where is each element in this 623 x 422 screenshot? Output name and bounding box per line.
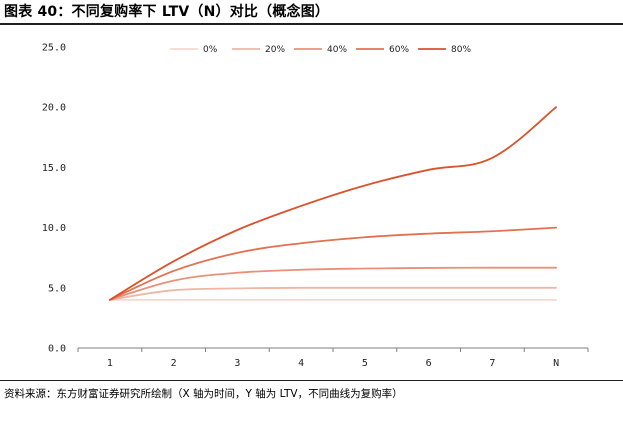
y-tick-label: 0.0 — [48, 344, 66, 355]
legend-label: 20% — [265, 45, 285, 55]
x-tick-label: 6 — [426, 358, 432, 369]
x-tick-label: 4 — [298, 358, 304, 369]
title-rule — [0, 23, 623, 25]
series-line-3 — [108, 226, 558, 301]
x-tick-label: 3 — [234, 358, 240, 369]
series-line-1 — [108, 286, 558, 301]
x-tick-label: 1 — [107, 358, 113, 369]
y-tick-label: 25.0 — [42, 43, 66, 54]
chart-series — [108, 106, 558, 301]
series-line-2 — [108, 266, 558, 301]
legend-label: 40% — [327, 45, 347, 55]
x-tick-label: 5 — [362, 358, 368, 369]
ltv-line-chart: 0.0 5.0 10.0 15.0 20.0 25.0 1 2 3 4 5 6 7 N 0% 20% 40% 6… — [42, 43, 589, 369]
legend-label: 0% — [203, 45, 218, 55]
x-tick-label: 2 — [171, 358, 177, 369]
y-tick-label: 20.0 — [42, 103, 66, 114]
x-tick-label: N — [553, 358, 559, 369]
legend-label: 80% — [451, 45, 471, 55]
figure-source: 资料来源：东方财富证券研究所绘制（X 轴为时间，Y 轴为 LTV，不同曲线为复购… — [4, 388, 403, 400]
source-rule — [0, 380, 623, 381]
chart-axes: 0.0 5.0 10.0 15.0 20.0 25.0 1 2 3 4 5 6 7 N — [42, 43, 589, 369]
legend-label: 60% — [389, 45, 409, 55]
figure-title: 图表 40：不同复购率下 LTV（N）对比（概念图） — [4, 4, 330, 20]
x-tick-label: 7 — [489, 358, 495, 369]
chart-legend: 0% 20% 40% 60% 80% — [170, 45, 471, 55]
y-tick-label: 10.0 — [42, 223, 66, 234]
series-line-4 — [108, 106, 558, 301]
y-tick-label: 5.0 — [48, 283, 66, 294]
y-tick-label: 15.0 — [42, 163, 66, 174]
